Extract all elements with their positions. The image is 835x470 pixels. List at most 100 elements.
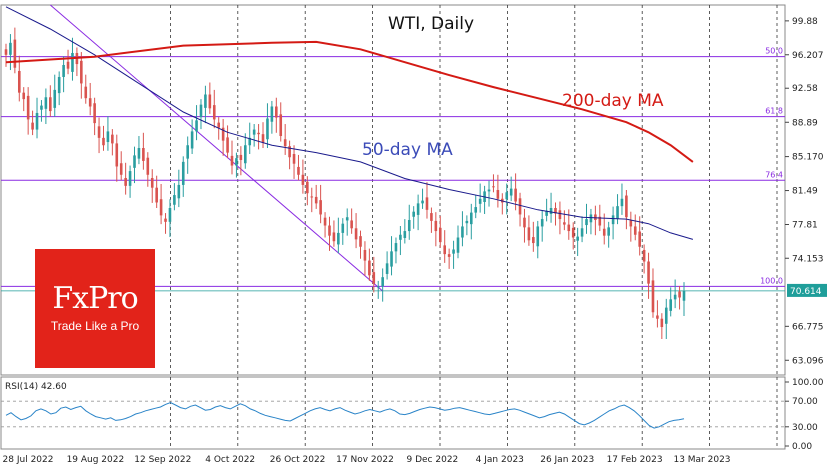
- candle-body: [177, 184, 181, 199]
- candle-body: [270, 106, 274, 122]
- x-tick-label: 17 Nov 2022: [336, 455, 394, 465]
- candle-body: [208, 94, 212, 109]
- candle-body: [142, 148, 145, 161]
- candle-body: [22, 92, 26, 100]
- candle-body: [323, 217, 327, 226]
- candle-body: [106, 131, 110, 143]
- candle-body: [403, 231, 407, 238]
- candle-body: [558, 210, 562, 220]
- x-tick-label: 19 Aug 2022: [67, 455, 125, 465]
- candle-body: [181, 161, 185, 185]
- candle-body: [102, 137, 105, 146]
- candle-body: [137, 148, 141, 159]
- candle-body: [514, 188, 517, 202]
- vertical-gridlines: [169, 5, 778, 449]
- candle-body: [66, 61, 70, 69]
- candle-body: [611, 215, 615, 225]
- candle-body: [115, 143, 119, 167]
- candle-body: [173, 195, 176, 205]
- candle-body: [226, 137, 229, 153]
- candle-body: [465, 220, 469, 224]
- candle-body: [589, 214, 593, 223]
- candle-body: [155, 187, 158, 203]
- candle-body: [376, 286, 380, 288]
- candle-body: [62, 64, 65, 77]
- rsi-tick-label: 70.00: [792, 397, 818, 407]
- date-axis: 28 Jul 2022 19 Aug 2022 12 Sep 2022 4 Oct 2…: [3, 455, 731, 465]
- candle-body: [310, 196, 314, 198]
- candle-body: [443, 245, 447, 255]
- candle-body: [199, 104, 203, 118]
- chart-title: WTI, Daily: [388, 14, 474, 34]
- candle-body: [390, 251, 393, 267]
- candle-body: [633, 226, 637, 235]
- x-tick-label: 4 Jan 2023: [476, 455, 524, 465]
- y-tick-label: 96.207: [792, 51, 824, 61]
- candle-body: [647, 261, 650, 284]
- candle-body: [474, 207, 478, 213]
- candle-body: [461, 226, 464, 238]
- moving-averages: [5, 6, 694, 240]
- candle-body: [319, 200, 322, 215]
- candle-body: [496, 190, 500, 199]
- rsi-pane-frame: [0, 376, 786, 450]
- candle-body: [26, 95, 30, 120]
- candle-body: [217, 122, 221, 128]
- rsi-line: [5, 401, 685, 429]
- candle-body: [487, 189, 491, 192]
- candle-body: [111, 134, 114, 144]
- x-tick-label: 13 Mar 2023: [673, 455, 730, 465]
- candle-body: [31, 122, 34, 130]
- candlestick-series: [4, 27, 686, 340]
- fib-level-label: 61.8: [765, 107, 783, 116]
- candle-body: [13, 39, 17, 68]
- candle-body: [585, 219, 588, 226]
- candle-body: [332, 232, 336, 242]
- candle-body: [372, 272, 376, 284]
- candle-body: [416, 203, 420, 215]
- candle-body: [394, 243, 398, 252]
- candle-body: [682, 290, 686, 301]
- candle-body: [407, 219, 411, 232]
- candle-body: [266, 118, 269, 140]
- candle-body: [381, 277, 384, 287]
- trendline: [49, 4, 383, 292]
- candle-body: [669, 299, 673, 311]
- candle-body: [292, 154, 296, 164]
- price-axis: 99.88 96.207 92.58 88.89 85.170 81.49 77.81 74.…: [785, 17, 827, 366]
- fxpro-tagline: Trade Like a Pro: [50, 319, 140, 333]
- candle-body: [221, 127, 225, 141]
- candle-body: [4, 49, 8, 55]
- candle-body: [625, 195, 628, 218]
- candle-body: [84, 86, 88, 99]
- candle-body: [164, 218, 167, 222]
- candle-body: [190, 131, 194, 149]
- candle-body: [540, 219, 544, 227]
- candle-body: [629, 220, 633, 227]
- y-tick-label: 66.775: [792, 322, 824, 332]
- candle-body: [235, 158, 238, 166]
- fib-level-label: 100.0: [760, 276, 783, 285]
- x-tick-label: 26 Oct 2022: [270, 455, 326, 465]
- fxpro-wordmark: FxPro: [52, 281, 138, 316]
- candle-body: [297, 166, 300, 175]
- x-tick-label: 9 Dec 2022: [407, 455, 459, 465]
- candle-body: [230, 155, 234, 166]
- x-tick-label: 28 Jul 2022: [3, 455, 54, 465]
- candle-body: [607, 227, 610, 236]
- y-tick-label: 92.58: [792, 84, 818, 94]
- candle-body: [469, 212, 473, 225]
- y-tick-label: 63.096: [792, 356, 824, 366]
- candle-body: [159, 199, 163, 216]
- candle-body: [363, 249, 367, 261]
- candle-body: [350, 220, 353, 229]
- candle-body: [128, 171, 132, 186]
- candle-body: [527, 227, 531, 241]
- candle-body: [314, 196, 318, 204]
- candle-body: [594, 214, 597, 220]
- candle-body: [88, 98, 92, 107]
- ma200-annotation: 200-day MA: [562, 91, 664, 111]
- candle-body: [146, 157, 150, 175]
- x-tick-label: 17 Feb 2023: [607, 455, 663, 465]
- candle-body: [664, 307, 668, 324]
